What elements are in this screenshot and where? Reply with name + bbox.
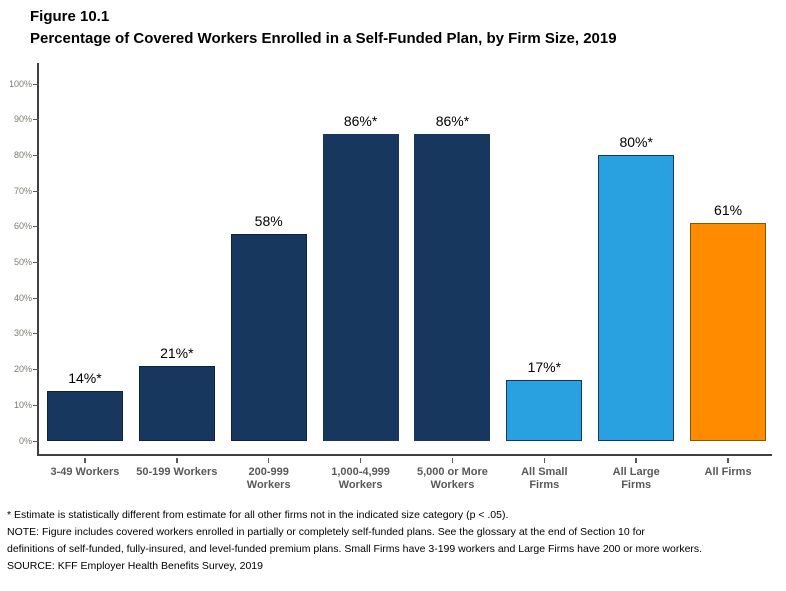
x-axis-tick [267,458,270,463]
bar-value-label: 61% [714,202,743,218]
y-axis-tick [33,119,39,121]
x-axis-category-label: 3-49 Workers [50,466,120,478]
x-axis-category-label: 5,000 or More Workers [416,466,488,491]
note-line-2: definitions of self-funded, fully-insure… [7,543,703,555]
bar-all-small-firms [506,380,583,441]
source-line: SOURCE: KFF Employer Health Benefits Sur… [7,560,263,572]
y-axis-tick [33,333,39,335]
x-axis-category-label: All Large Firms [612,466,660,491]
y-axis-tick [33,190,39,192]
y-axis-tick-label: 70% [13,185,32,196]
y-axis-tick [33,262,39,263]
bar-200-999-workers [230,234,307,441]
y-axis-tick [33,369,39,371]
bar-all-firms [690,223,767,441]
bar-value-label: 80%* [619,134,653,150]
chart-title: Percentage of Covered Workers Enrolled i… [30,30,617,47]
y-axis-tick-label: 40% [13,292,32,303]
y-axis-tick-label: 90% [13,114,32,125]
note-line-1: NOTE: Figure includes covered workers en… [7,526,645,538]
x-axis-tick [359,458,362,463]
y-axis-tick-label: 30% [13,328,32,339]
bar-value-label: 58% [254,213,283,229]
bar-chart-plot-area: 0% 10% 20% 30% 40% 50% 60% 70% 80% 90% 100% 14%* 3-4… [9,63,772,491]
bar-value-label: 21%* [160,345,194,361]
bar-5-000-or-more-workers [414,134,491,441]
y-axis-tick-label: 10% [13,399,32,410]
y-axis-tick [33,404,39,406]
y-axis-tick-label: 20% [13,364,32,375]
x-axis-category-label: All Firms [704,466,752,478]
x-axis-tick [543,458,546,463]
bar-value-label: 86%* [343,113,378,129]
y-axis-tick-label: 0% [18,435,32,446]
bar-all-large-firms [598,155,675,441]
x-axis-category-label: 200-999 Workers [246,466,291,491]
footnotes: * Estimate is statistically different fr… [7,507,779,575]
y-axis-tick-label: 80% [13,149,32,160]
figure-number: Figure 10.1 [30,8,110,25]
bar-value-label: 17%* [527,359,562,375]
y-axis-tick [33,297,39,299]
x-axis-tick [84,458,86,463]
y-axis-tick-label: 100% [8,78,32,89]
estimate-footnote: * Estimate is statistically different fr… [7,509,509,521]
y-axis-tick [33,154,39,156]
y-axis-tick [33,83,39,85]
bar-3-49-workers [46,391,123,441]
x-axis-category-label: All Small Firms [521,466,568,491]
bar-value-label: 86%* [435,113,470,129]
x-axis-category-label: 50-199 Workers [136,466,218,478]
x-axis-tick [727,458,729,463]
y-axis-tick-label: 50% [13,257,32,267]
bar-50-199-workers [138,366,215,441]
y-axis-tick-label: 60% [13,221,32,232]
x-axis-tick [451,458,454,463]
bar-value-label: 14%* [68,370,102,386]
x-axis-category-label: 1,000-4,999 Workers [331,466,390,491]
x-axis-tick [176,458,178,463]
bar-1-000-4-999-workers [322,134,399,441]
x-axis-tick [635,458,637,463]
y-axis-tick [33,226,39,228]
y-axis-tick [33,440,39,442]
